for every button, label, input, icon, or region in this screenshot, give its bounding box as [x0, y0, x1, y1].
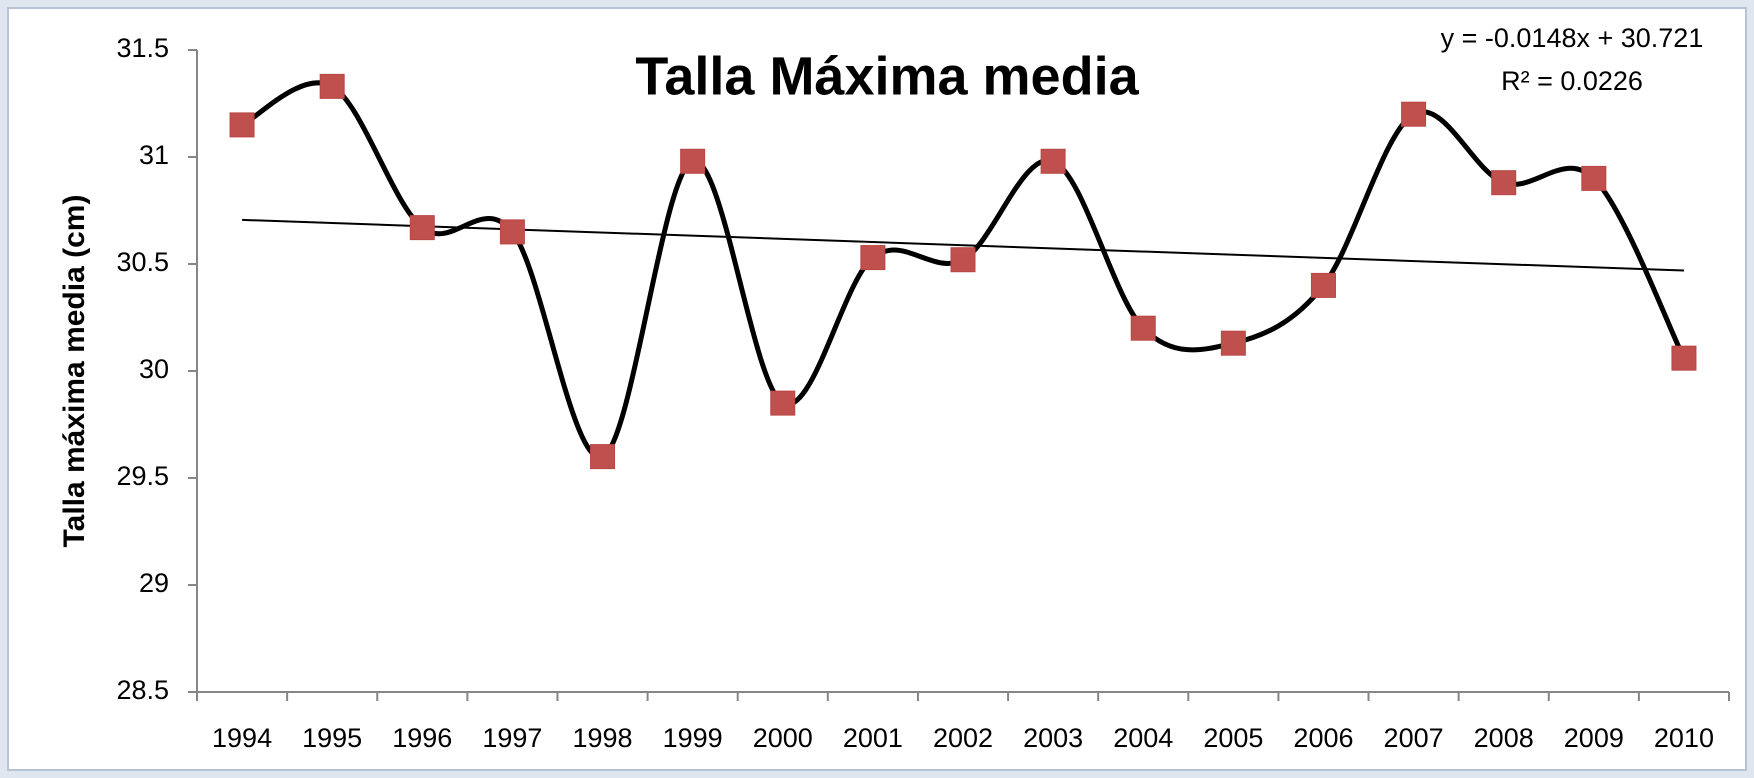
marker: [950, 247, 976, 273]
trendline-r2: R² = 0.0226: [1501, 66, 1643, 96]
marker: [1220, 330, 1246, 356]
x-tick-label: 1996: [392, 723, 452, 753]
marker: [319, 73, 345, 99]
y-tick-label: 31: [139, 140, 169, 170]
marker: [1581, 165, 1607, 191]
x-tick-label: 2001: [843, 723, 903, 753]
y-tick-label: 28.5: [116, 675, 169, 705]
marker: [680, 148, 706, 174]
marker: [770, 390, 796, 416]
marker: [1040, 148, 1066, 174]
y-tick-label: 30.5: [116, 247, 169, 277]
chart-title: Talla Máxima media: [635, 46, 1139, 106]
x-tick-label: 2007: [1384, 723, 1444, 753]
marker: [590, 444, 616, 470]
x-tick-label: 2004: [1113, 723, 1173, 753]
x-tick-label: 1999: [663, 723, 723, 753]
marker: [499, 219, 525, 245]
marker: [1401, 101, 1427, 127]
trendline: [242, 218, 1684, 272]
x-tick-label: 2003: [1023, 723, 1083, 753]
x-tick-label: 2009: [1564, 723, 1624, 753]
marker: [1130, 315, 1156, 341]
x-tick-label: 1998: [572, 723, 632, 753]
marker: [1671, 345, 1697, 371]
chart-area: [7, 7, 1747, 771]
marker: [1491, 170, 1517, 196]
x-tick-label: 2005: [1203, 723, 1263, 753]
marker: [1310, 272, 1336, 298]
x-tick-label: 1995: [302, 723, 362, 753]
y-tick-label: 30: [139, 354, 169, 384]
y-tick-label: 29.5: [116, 461, 169, 491]
x-tick-label: 2008: [1474, 723, 1534, 753]
y-axis-label: Talla máxima media (cm): [58, 195, 91, 548]
y-tick-label: 29: [139, 568, 169, 598]
x-tick-label: 1997: [482, 723, 542, 753]
marker: [409, 215, 435, 241]
x-tick-label: 2010: [1654, 723, 1714, 753]
x-tick-label: 2006: [1293, 723, 1353, 753]
x-tick-label: 2002: [933, 723, 993, 753]
marker: [860, 245, 886, 271]
marker: [229, 112, 255, 138]
y-tick-label: 31.5: [116, 33, 169, 63]
x-tick-label: 1994: [212, 723, 272, 753]
x-tick-label: 2000: [753, 723, 813, 753]
trendline-equation: y = -0.0148x + 30.721: [1441, 23, 1704, 53]
